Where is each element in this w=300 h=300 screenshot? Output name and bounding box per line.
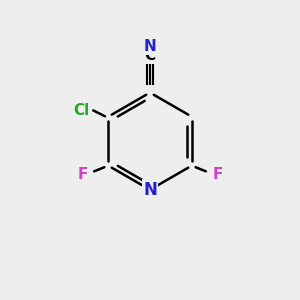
Text: N: N [144,39,156,54]
Text: Cl: Cl [73,103,89,118]
Text: F: F [212,167,223,182]
Text: F: F [77,167,88,182]
Text: C: C [144,48,156,63]
Text: N: N [143,181,157,199]
